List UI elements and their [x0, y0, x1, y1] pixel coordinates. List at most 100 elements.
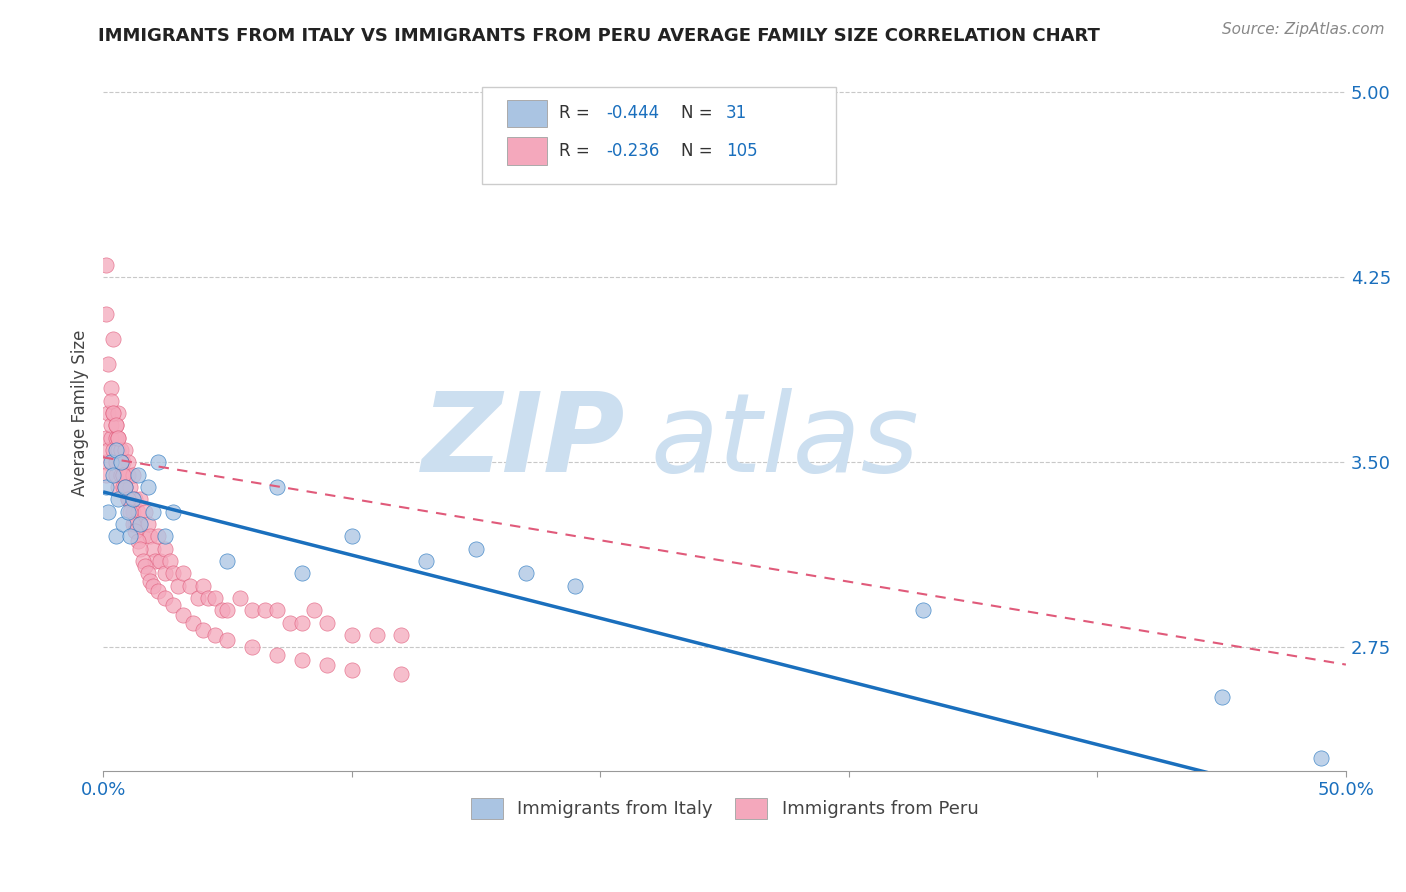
- Point: [104, 418, 127, 433]
- Text: atlas: atlas: [650, 388, 918, 495]
- Point: [340, 663, 363, 677]
- Point: [172, 608, 194, 623]
- Point: [366, 628, 388, 642]
- Point: [240, 603, 263, 617]
- Point: [340, 628, 363, 642]
- Point: [127, 534, 149, 549]
- Point: [197, 591, 219, 605]
- Point: [107, 492, 129, 507]
- Point: [134, 505, 156, 519]
- Point: [146, 529, 169, 543]
- FancyBboxPatch shape: [482, 87, 837, 184]
- Point: [94, 307, 117, 321]
- Point: [162, 566, 184, 581]
- Point: [124, 516, 146, 531]
- Point: [204, 591, 226, 605]
- Text: N =: N =: [681, 104, 718, 122]
- Point: [101, 406, 124, 420]
- Text: IMMIGRANTS FROM ITALY VS IMMIGRANTS FROM PERU AVERAGE FAMILY SIZE CORRELATION CH: IMMIGRANTS FROM ITALY VS IMMIGRANTS FROM…: [98, 27, 1101, 45]
- Point: [117, 505, 139, 519]
- Point: [104, 418, 127, 433]
- Point: [122, 516, 145, 531]
- Point: [107, 480, 129, 494]
- Point: [132, 554, 155, 568]
- Point: [149, 554, 172, 568]
- Text: Source: ZipAtlas.com: Source: ZipAtlas.com: [1222, 22, 1385, 37]
- Point: [266, 480, 288, 494]
- Text: -0.236: -0.236: [606, 142, 659, 160]
- Point: [111, 455, 134, 469]
- Point: [94, 480, 117, 494]
- Point: [94, 467, 117, 482]
- Point: [291, 615, 314, 630]
- Point: [120, 505, 142, 519]
- Point: [155, 591, 177, 605]
- Point: [101, 442, 124, 457]
- Point: [110, 455, 132, 469]
- Point: [172, 566, 194, 581]
- Point: [340, 529, 363, 543]
- Point: [122, 505, 145, 519]
- Point: [142, 579, 165, 593]
- Point: [515, 566, 537, 581]
- Text: R =: R =: [560, 142, 595, 160]
- Point: [266, 603, 288, 617]
- Point: [204, 628, 226, 642]
- Point: [139, 529, 162, 543]
- Point: [104, 442, 127, 457]
- Point: [266, 648, 288, 662]
- Point: [191, 579, 214, 593]
- Text: -0.444: -0.444: [606, 104, 659, 122]
- Text: R =: R =: [560, 104, 595, 122]
- Point: [253, 603, 276, 617]
- Point: [142, 505, 165, 519]
- Point: [97, 505, 120, 519]
- Point: [107, 406, 129, 420]
- Point: [136, 516, 159, 531]
- Point: [1310, 751, 1333, 765]
- Point: [97, 357, 120, 371]
- Point: [100, 418, 122, 433]
- Point: [107, 431, 129, 445]
- Point: [229, 591, 252, 605]
- Text: 31: 31: [725, 104, 747, 122]
- Point: [146, 455, 169, 469]
- Point: [159, 554, 181, 568]
- Point: [97, 442, 120, 457]
- Point: [124, 524, 146, 539]
- Point: [114, 480, 136, 494]
- FancyBboxPatch shape: [508, 100, 547, 127]
- Point: [155, 566, 177, 581]
- Point: [415, 554, 437, 568]
- Point: [110, 455, 132, 469]
- Point: [146, 583, 169, 598]
- Point: [278, 615, 301, 630]
- Point: [162, 599, 184, 613]
- Point: [101, 406, 124, 420]
- Point: [240, 640, 263, 655]
- Point: [117, 467, 139, 482]
- Point: [143, 554, 166, 568]
- Point: [104, 431, 127, 445]
- Point: [217, 603, 239, 617]
- Point: [181, 615, 204, 630]
- Point: [100, 393, 122, 408]
- Point: [101, 467, 124, 482]
- Point: [110, 467, 132, 482]
- Point: [100, 455, 122, 469]
- Point: [315, 657, 337, 672]
- Point: [132, 529, 155, 543]
- Point: [114, 480, 136, 494]
- Point: [120, 492, 142, 507]
- Point: [107, 442, 129, 457]
- Point: [139, 574, 162, 588]
- Point: [100, 381, 122, 395]
- Point: [101, 332, 124, 346]
- Point: [107, 431, 129, 445]
- Point: [187, 591, 209, 605]
- Point: [120, 529, 142, 543]
- Point: [110, 442, 132, 457]
- Point: [1211, 690, 1233, 704]
- Point: [124, 492, 146, 507]
- Text: 105: 105: [725, 142, 758, 160]
